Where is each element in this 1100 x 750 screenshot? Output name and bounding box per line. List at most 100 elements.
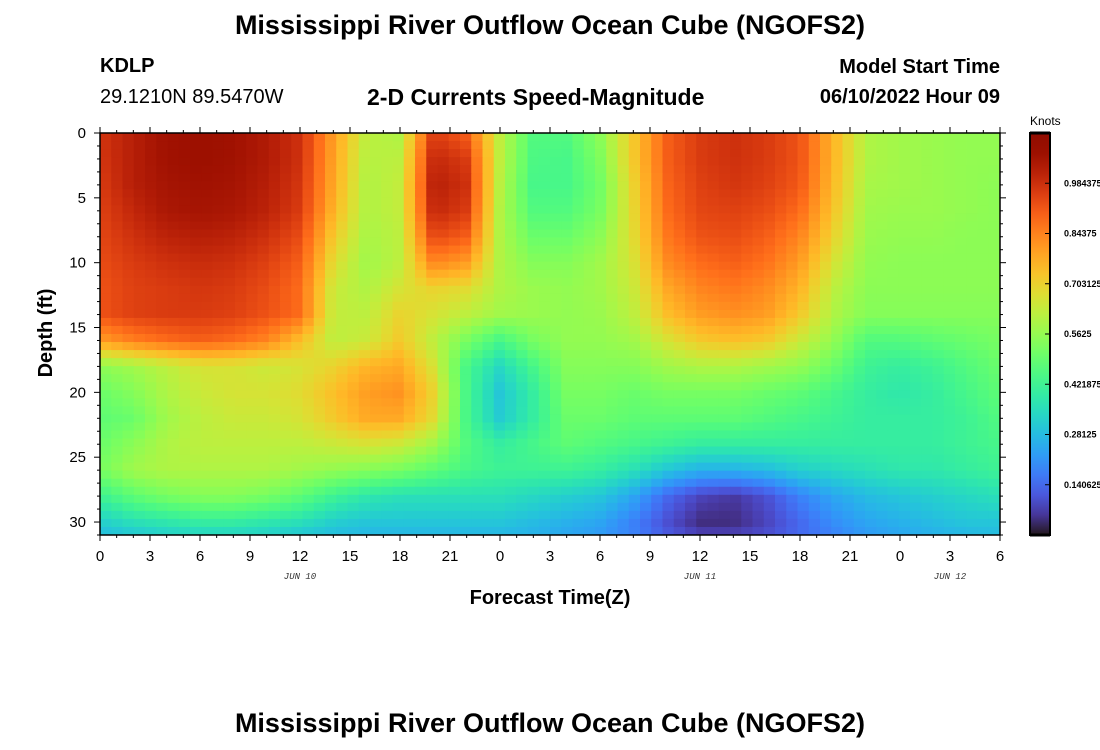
heatmap-cell [370, 229, 382, 239]
x-tick-label: 0 [96, 548, 104, 565]
heatmap-cell [370, 213, 382, 223]
x-tick-label: 3 [546, 548, 554, 565]
heatmap-cell [538, 430, 551, 440]
heatmap-cell [617, 438, 630, 448]
heatmap-cell [381, 390, 394, 399]
heatmap-cell [977, 510, 990, 520]
heatmap-cell [583, 197, 596, 206]
heatmap-cell [415, 502, 427, 512]
heatmap-cell [977, 494, 990, 504]
heatmap-cell [707, 285, 720, 295]
heatmap-cell [583, 157, 596, 166]
heatmap-cell [696, 229, 709, 239]
heatmap-cell [291, 189, 304, 198]
heatmap-cell [313, 494, 326, 504]
heatmap-cell [808, 261, 821, 271]
heatmap-cell [932, 197, 945, 206]
heatmap-cell [133, 382, 146, 391]
heatmap-cell [898, 205, 911, 214]
heatmap-cell [426, 245, 439, 255]
heatmap-cell [606, 422, 619, 432]
heatmap-cell [268, 358, 281, 367]
heatmap-cell [268, 406, 281, 415]
heatmap-cell [932, 237, 945, 247]
heatmap-cell [268, 197, 281, 206]
heatmap-cell [550, 309, 562, 319]
heatmap-cell [786, 438, 799, 448]
heatmap-cell [662, 237, 675, 247]
heatmap-cell [887, 141, 900, 150]
heatmap-cell [966, 325, 979, 335]
heatmap-cell [763, 510, 776, 520]
heatmap-cell [797, 438, 810, 448]
heatmap-cell [910, 334, 922, 343]
heatmap-cell [122, 277, 135, 287]
heatmap-cell [347, 317, 360, 327]
heatmap-cell [977, 342, 990, 351]
heatmap-cell [133, 414, 146, 424]
heatmap-cell [808, 470, 821, 480]
heatmap-cell [280, 510, 292, 520]
heatmap-cell [606, 446, 619, 456]
heatmap-cell [808, 165, 821, 174]
heatmap-cell [910, 133, 922, 142]
heatmap-cell [595, 486, 607, 496]
heatmap-cell [988, 518, 1000, 528]
heatmap-cell [516, 494, 529, 504]
heatmap-cell [842, 149, 855, 158]
heatmap-cell [662, 253, 675, 263]
heatmap-cell [156, 277, 169, 287]
heatmap-cell [685, 414, 697, 424]
heatmap-cell [820, 221, 832, 231]
heatmap-cell [246, 478, 259, 488]
heatmap-cell [966, 374, 979, 383]
heatmap-cell [808, 221, 821, 231]
heatmap-cell [831, 285, 844, 295]
heatmap-cell [302, 157, 315, 166]
heatmap-cell [685, 221, 697, 231]
heatmap-cell [493, 205, 506, 214]
heatmap-cell [685, 165, 697, 174]
heatmap-cell [426, 261, 439, 271]
heatmap-cell [426, 205, 439, 214]
heatmap-cell [966, 245, 979, 255]
heatmap-cell [606, 149, 619, 158]
heatmap-cell [493, 366, 506, 375]
heatmap-cell [201, 454, 214, 464]
heatmap-cell [741, 181, 754, 190]
heatmap-cell [741, 141, 754, 150]
heatmap-cell [651, 398, 664, 407]
heatmap-cell [538, 334, 551, 343]
heatmap-cell [763, 518, 776, 528]
heatmap-cell [437, 398, 450, 407]
heatmap-cell [887, 470, 900, 480]
heatmap-cell [898, 470, 911, 480]
heatmap-cell [943, 221, 956, 231]
heatmap-cell [460, 245, 472, 255]
heatmap-cell [887, 237, 900, 247]
heatmap-cell [403, 317, 416, 327]
heatmap-cell [190, 470, 202, 480]
heatmap-cell [741, 350, 754, 359]
heatmap-cell [482, 478, 495, 488]
heatmap-cell [628, 229, 641, 239]
heatmap-cell [662, 157, 675, 166]
heatmap-cell [966, 261, 979, 271]
heatmap-cell [988, 454, 1000, 464]
heatmap-cell [673, 197, 686, 206]
heatmap-cell [460, 205, 472, 214]
heatmap-cell [955, 438, 967, 448]
heatmap-cell [280, 374, 292, 383]
heatmap-cell [673, 358, 686, 367]
heatmap-cell [595, 277, 607, 287]
heatmap-cell [133, 253, 146, 263]
heatmap-cell [415, 494, 427, 504]
heatmap-cell [966, 133, 979, 142]
colorbar-tick-label: 0.421875 [1064, 379, 1100, 389]
heatmap-cell [246, 221, 259, 231]
heatmap-cell [415, 133, 427, 142]
heatmap-cell [718, 141, 731, 150]
heatmap-cell [898, 173, 911, 182]
heatmap-cell [505, 350, 517, 359]
heatmap-cell [291, 454, 304, 464]
